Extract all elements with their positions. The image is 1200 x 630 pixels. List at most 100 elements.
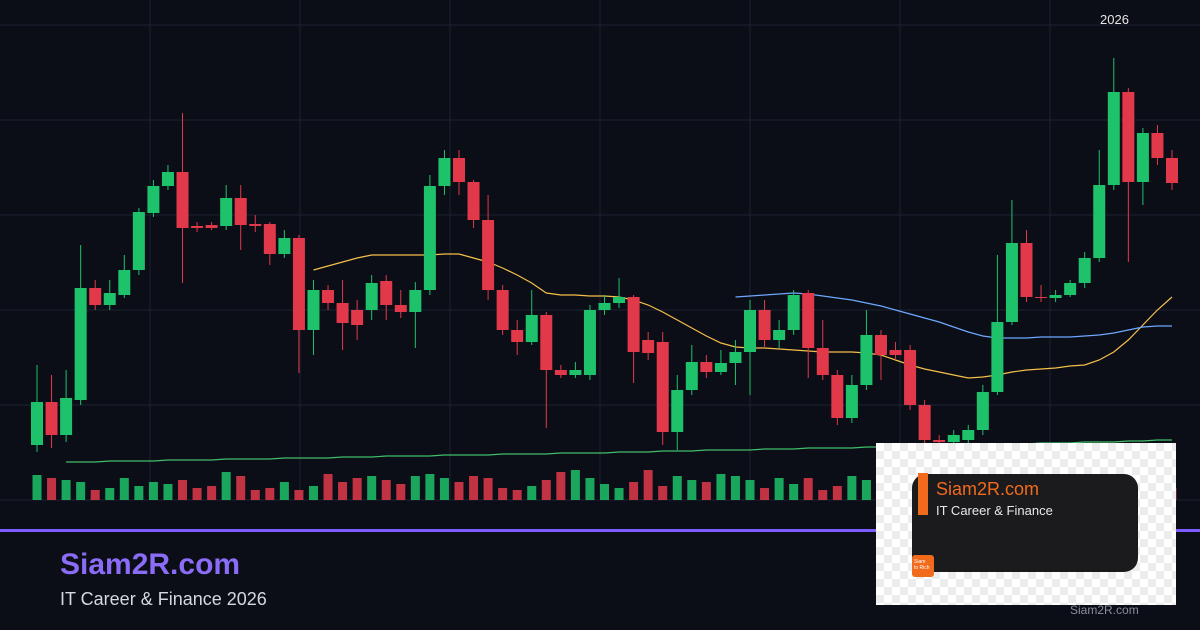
- candle-body: [700, 362, 713, 372]
- candle-body: [962, 430, 975, 440]
- candle-body: [496, 290, 509, 330]
- volume-bar: [47, 478, 57, 500]
- volume-bar: [498, 488, 508, 500]
- volume-bar: [600, 484, 609, 500]
- candle-body: [831, 375, 844, 418]
- candle-body: [1005, 243, 1018, 322]
- candle-body: [263, 224, 276, 254]
- candle-body: [787, 295, 800, 330]
- candle-body: [220, 198, 233, 226]
- candle-body: [365, 283, 378, 310]
- candle-body: [845, 385, 858, 418]
- brand-title: Siam2R.com: [60, 548, 241, 581]
- candle-body: [452, 158, 465, 182]
- candle-body: [685, 362, 698, 390]
- candle-body: [860, 335, 873, 385]
- volume-bar: [192, 488, 202, 500]
- moving-average: [313, 253, 1173, 379]
- candle-body: [1107, 92, 1120, 185]
- card-title: Siam2R.com: [936, 479, 1040, 499]
- volume-bar: [207, 486, 217, 500]
- volume-bar: [469, 476, 479, 500]
- candle-body: [540, 315, 553, 370]
- candle-body: [642, 340, 655, 353]
- volume-bar: [672, 476, 682, 500]
- volume-bar: [483, 478, 493, 500]
- volume-bar: [832, 486, 842, 500]
- card-accent: [918, 473, 928, 515]
- volume-bar: [119, 478, 129, 500]
- volume-bar: [76, 482, 86, 500]
- candle-body: [671, 390, 684, 432]
- candle-body: [525, 315, 538, 342]
- candle-body: [947, 435, 960, 442]
- candle-body: [1093, 185, 1106, 258]
- volume-bar: [745, 480, 755, 500]
- volume-bar: [774, 478, 784, 500]
- candle-body: [161, 172, 174, 186]
- candle-body: [74, 288, 87, 400]
- candle-body: [234, 198, 247, 225]
- candle-body: [976, 392, 989, 430]
- volume-bar: [294, 490, 304, 500]
- volume-bar: [614, 488, 624, 500]
- candle-body: [554, 370, 567, 375]
- candle-body: [889, 350, 902, 355]
- divider: [0, 529, 1200, 532]
- card: [912, 474, 1138, 572]
- volume-bar: [105, 488, 115, 500]
- candle-body: [598, 303, 611, 310]
- candle-body: [467, 182, 480, 220]
- candle-body: [1166, 158, 1178, 183]
- candle-body: [874, 335, 887, 355]
- card-subtitle: IT Career & Finance: [936, 503, 1053, 518]
- candle-body: [336, 303, 349, 323]
- volume-bar: [716, 474, 726, 500]
- candle-body: [1122, 92, 1135, 182]
- candle-body: [904, 350, 917, 405]
- candle-body: [351, 310, 364, 325]
- volume-bar: [323, 474, 333, 500]
- overlay-image: Siam2R.com IT Career & Finance Siam to Ri…: [876, 443, 1176, 605]
- watermark: Siam2R.com: [1070, 603, 1139, 617]
- candle-body: [816, 348, 829, 375]
- volume-bar: [658, 486, 668, 500]
- candle-body: [714, 363, 727, 372]
- candle-body: [292, 238, 305, 330]
- volume-bar: [61, 480, 71, 500]
- candle-body: [60, 398, 73, 435]
- volume-bar: [32, 475, 42, 500]
- volume-bar: [396, 484, 406, 500]
- volume-bar: [367, 476, 377, 500]
- candle-body: [176, 172, 189, 228]
- volume-bar: [760, 488, 770, 500]
- volume-bar: [585, 478, 595, 500]
- candle-body: [1035, 297, 1048, 298]
- volume-bar: [556, 472, 566, 500]
- volume-bar: [847, 476, 857, 500]
- volume-bar: [425, 474, 435, 500]
- annotation: 2026: [1100, 12, 1129, 27]
- volume-bar: [439, 478, 449, 500]
- candle-body: [583, 310, 596, 375]
- volume-bar: [541, 480, 551, 500]
- candle-body: [656, 342, 669, 432]
- candle-body: [278, 238, 291, 254]
- candle-body: [613, 297, 626, 303]
- candle-body: [1078, 258, 1091, 283]
- candle-body: [423, 186, 436, 290]
- candle-body: [1151, 133, 1164, 158]
- volume-bar: [701, 482, 711, 500]
- candle-body: [918, 405, 931, 440]
- candle-body: [627, 297, 640, 352]
- candle-body: [147, 186, 160, 213]
- candle-body: [482, 220, 495, 290]
- candle-body: [729, 352, 742, 363]
- volume-bar: [527, 486, 537, 500]
- volume-bar: [381, 480, 391, 500]
- candle-body: [802, 293, 815, 348]
- candle-body: [249, 224, 262, 226]
- volume-bar: [687, 480, 697, 500]
- candle-body: [744, 310, 757, 352]
